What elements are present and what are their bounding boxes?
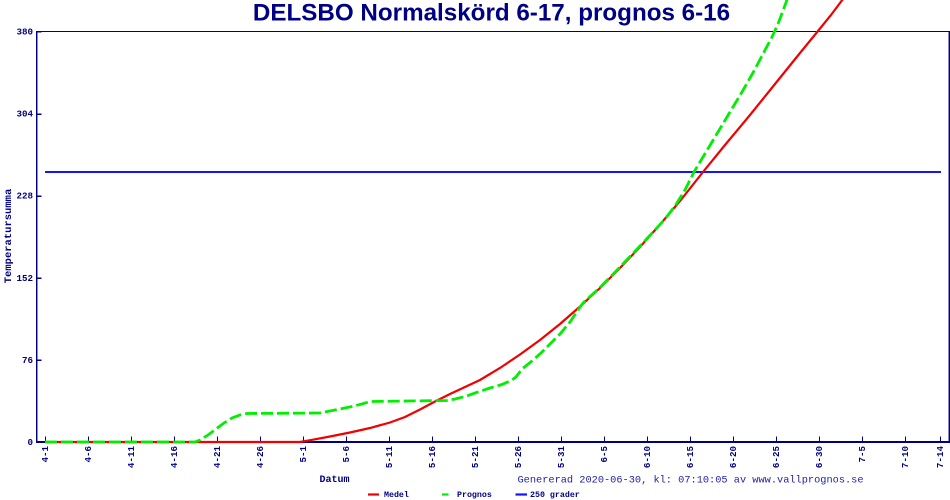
svg-text:380: 380 [16,27,33,38]
svg-text:5-1: 5-1 [298,446,309,463]
svg-text:Prognos: Prognos [457,491,492,500]
svg-text:152: 152 [16,273,33,284]
svg-text:6-30: 6-30 [814,446,825,468]
svg-text:4-21: 4-21 [212,446,223,469]
svg-text:228: 228 [16,191,33,202]
svg-text:Genererad 2020-06-30, kl: 07:1: Genererad 2020-06-30, kl: 07:10:05 av ww… [518,475,864,487]
svg-text:6-20: 6-20 [728,446,739,468]
svg-text:Datum: Datum [319,475,349,486]
svg-text:7-5: 7-5 [857,446,868,463]
svg-text:7-10: 7-10 [900,446,911,468]
svg-text:4-16: 4-16 [169,446,180,468]
svg-text:304: 304 [16,109,33,120]
svg-text:7-14: 7-14 [935,446,946,469]
svg-text:4-11: 4-11 [126,446,137,469]
svg-text:6-5: 6-5 [599,446,610,463]
svg-text:6-25: 6-25 [771,446,782,469]
svg-text:250 grader: 250 grader [530,490,580,500]
svg-text:4-1: 4-1 [40,446,51,463]
svg-text:Temperatursumma: Temperatursumma [3,188,15,283]
svg-text:6-15: 6-15 [685,446,696,469]
svg-text:5-26: 5-26 [513,446,524,468]
svg-text:5-11: 5-11 [384,446,395,469]
svg-text:76: 76 [22,355,33,366]
svg-text:6-10: 6-10 [642,446,653,468]
svg-text:Medel: Medel [384,490,409,500]
svg-text:5-31: 5-31 [556,446,567,469]
svg-text:4-6: 4-6 [83,446,94,463]
svg-text:0: 0 [27,437,33,448]
svg-text:DELSBO Normalskörd 6-17, progn: DELSBO Normalskörd 6-17, prognos 6-16 [253,0,730,27]
svg-text:5-6: 5-6 [341,446,352,463]
svg-text:4-26: 4-26 [255,446,266,468]
svg-text:5-16: 5-16 [427,446,438,468]
svg-text:5-21: 5-21 [470,446,481,469]
